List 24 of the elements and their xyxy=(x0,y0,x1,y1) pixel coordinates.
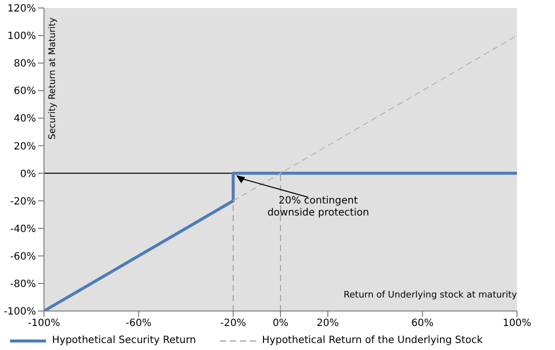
x-tick-label: -20% xyxy=(220,318,246,330)
y-tick-label: 20% xyxy=(14,141,36,152)
y-tick-label: 80% xyxy=(14,58,36,70)
y-tick-label: 60% xyxy=(14,86,36,98)
x-tick-label: 20% xyxy=(316,318,339,330)
y-tick-label: 0% xyxy=(20,168,36,180)
x-tick-label: 100% xyxy=(502,318,532,330)
y-tick-label: -40% xyxy=(10,224,36,235)
x-tick-label: -100% xyxy=(28,318,60,330)
y-axis-title: Security Return at Maturity xyxy=(48,16,58,140)
legend-label: Hypothetical Return of the Underlying Stock xyxy=(262,335,483,346)
y-tick-label: 120% xyxy=(7,4,36,15)
annotation: 20% contingent downside protection xyxy=(267,195,370,218)
y-tick-label: -80% xyxy=(10,279,36,290)
x-tick-label: 0% xyxy=(272,318,288,330)
x-tick-label: -60% xyxy=(126,318,152,330)
legend-label: Hypothetical Security Return xyxy=(52,335,196,346)
y-tick-label: 100% xyxy=(7,31,36,42)
x-tick-label: 60% xyxy=(411,318,434,330)
y-tick-label: -100% xyxy=(4,306,36,318)
x-axis-title: Return of Underlying stock at maturity xyxy=(344,290,518,300)
y-tick-label: -60% xyxy=(10,251,36,262)
y-tick-label: -20% xyxy=(10,196,36,208)
y-tick-label: 40% xyxy=(14,114,36,125)
